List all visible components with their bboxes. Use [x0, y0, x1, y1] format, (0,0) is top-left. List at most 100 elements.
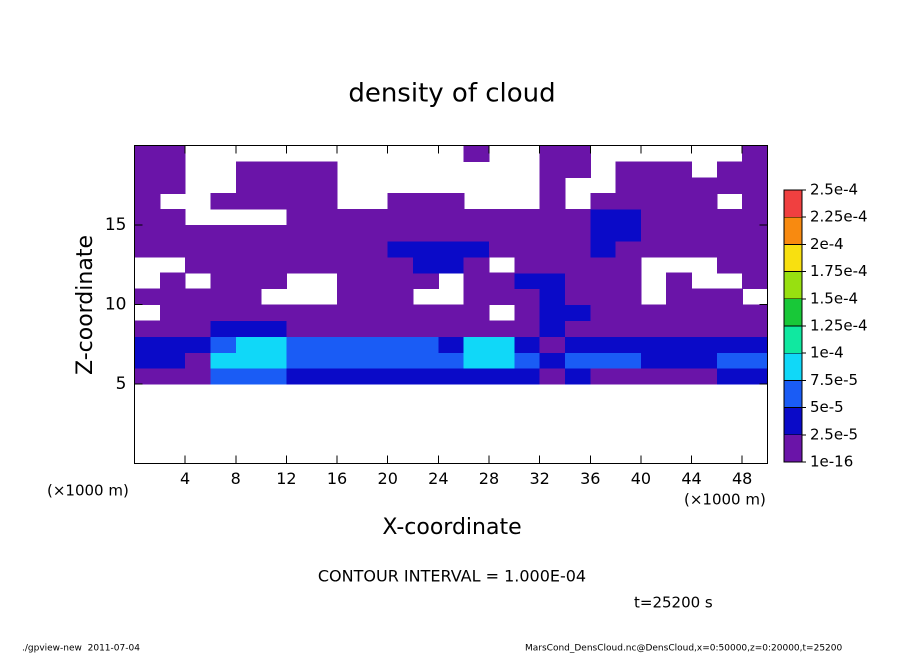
- contour-cell: [337, 416, 363, 433]
- contour-cell: [387, 256, 414, 274]
- contour-cell: [387, 352, 414, 369]
- contour-cell: [489, 432, 515, 449]
- contour-cell: [438, 448, 464, 465]
- colorbar-label: 1.75e-4: [810, 262, 868, 280]
- contour-cell: [362, 320, 389, 337]
- contour-cell: [489, 384, 515, 401]
- contour-cell: [464, 416, 490, 433]
- contour-cell: [590, 240, 617, 258]
- contour-cell: [311, 240, 338, 258]
- contour-cell: [337, 225, 363, 242]
- contour-cell: [691, 320, 718, 337]
- contour-cell: [261, 240, 288, 258]
- contour-cell: [337, 384, 363, 401]
- contour-cell: [160, 400, 186, 417]
- contour-cell: [311, 256, 338, 274]
- contour-cell: [159, 368, 186, 385]
- contour-cell: [413, 256, 439, 274]
- colorbar-label: 1e-4: [810, 344, 844, 362]
- contour-cell: [185, 304, 212, 321]
- contour-cell: [438, 240, 465, 258]
- contour-cell: [185, 273, 211, 290]
- contour-cell: [134, 161, 161, 178]
- contour-cell: [539, 209, 566, 226]
- contour-cell: [388, 161, 414, 178]
- contour-cell: [692, 146, 718, 163]
- contour-cell: [691, 368, 718, 385]
- contour-cell: [616, 448, 642, 465]
- contour-cell: [615, 161, 642, 178]
- contour-cell: [489, 146, 515, 163]
- contour-cell: [615, 209, 642, 226]
- contour-cell: [464, 193, 490, 210]
- contour-cell: [691, 209, 718, 226]
- contour-cell: [286, 177, 313, 194]
- contour-cell: [438, 161, 464, 178]
- contour-cell: [134, 177, 161, 194]
- contour-cell: [362, 240, 389, 258]
- contour-cell: [489, 448, 515, 465]
- contour-cell: [286, 448, 312, 465]
- contour-cell: [666, 352, 693, 369]
- contour-cell: [641, 416, 667, 433]
- contour-cell: [489, 161, 515, 178]
- contour-cell: [261, 225, 288, 242]
- contour-cell: [488, 240, 515, 258]
- contour-cell: [641, 289, 667, 306]
- contour-cell: [286, 146, 312, 163]
- x-tick-label: 12: [276, 469, 296, 488]
- contour-cell: [235, 352, 262, 369]
- y-tick-label: 5: [116, 374, 127, 394]
- contour-cell: [692, 257, 718, 274]
- contour-cell: [210, 384, 236, 401]
- contour-cell: [210, 161, 236, 178]
- contour-cell: [564, 304, 591, 321]
- x-tick-label: 20: [378, 469, 398, 488]
- contour-cell: [413, 336, 439, 353]
- contour-cell: [185, 256, 212, 274]
- colorbar-label: 2e-4: [810, 235, 844, 253]
- contour-cell: [564, 352, 591, 369]
- contour-cell: [438, 416, 464, 433]
- contour-cell: [717, 416, 743, 433]
- contour-cell: [463, 256, 490, 274]
- contour-cell: [590, 320, 617, 337]
- contour-cell: [666, 368, 693, 385]
- contour-cell: [235, 288, 262, 306]
- contour-cell: [159, 209, 186, 226]
- contour-cell: [210, 304, 237, 321]
- contour-cell: [438, 432, 464, 449]
- contour-cell: [185, 193, 211, 210]
- contour-cell: [413, 352, 439, 369]
- contour-cell: [387, 193, 414, 210]
- contour-cell: [463, 240, 490, 258]
- contour-cell: [337, 448, 363, 465]
- contour-cell: [640, 161, 667, 178]
- contour-cell: [616, 400, 642, 417]
- contour-cell: [185, 225, 212, 242]
- contour-cell: [565, 448, 591, 465]
- contour-cell: [691, 336, 718, 353]
- x-unit-right: (×1000 m): [684, 491, 766, 509]
- contour-cell: [337, 256, 363, 274]
- contour-cell: [514, 352, 541, 369]
- contour-cell: [691, 193, 718, 210]
- contour-cell: [261, 384, 287, 401]
- colorbar-label: 1e-16: [810, 453, 853, 471]
- x-unit-left: (×1000 m): [47, 482, 129, 500]
- contour-cell: [489, 305, 515, 322]
- contour-cell: [210, 193, 237, 210]
- contour-cell: [641, 273, 667, 290]
- contour-cell: [413, 448, 439, 465]
- contour-cell: [159, 177, 186, 194]
- contour-cell: [615, 288, 642, 306]
- contour-cell: [235, 272, 262, 290]
- contour-cell: [261, 256, 288, 274]
- contour-cell: [463, 145, 490, 162]
- contour-cell: [742, 432, 768, 449]
- contour-cell: [539, 288, 566, 306]
- colorbar-box: [783, 434, 803, 463]
- contour-cell: [185, 146, 211, 163]
- contour-cell: [235, 177, 262, 194]
